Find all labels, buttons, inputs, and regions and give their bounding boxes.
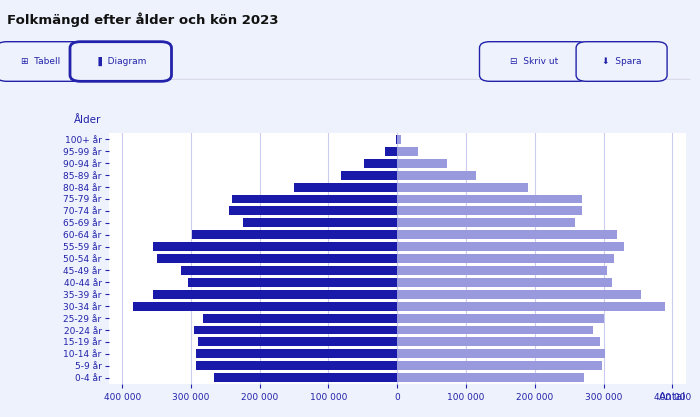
Bar	[397, 349, 605, 358]
Bar	[197, 361, 397, 370]
Bar	[193, 230, 397, 239]
Bar	[397, 373, 584, 382]
Bar	[397, 219, 575, 227]
Bar	[397, 159, 447, 168]
Bar	[397, 266, 607, 275]
Bar	[397, 302, 666, 311]
Text: ⊞  Tabell: ⊞ Tabell	[20, 57, 60, 66]
Bar	[153, 290, 397, 299]
Text: ⊟  Skriv ut: ⊟ Skriv ut	[510, 57, 558, 66]
Bar	[232, 194, 397, 203]
Bar	[396, 135, 397, 144]
Bar	[397, 171, 476, 180]
Bar	[397, 254, 614, 263]
Text: ⬇  Spara: ⬇ Spara	[602, 57, 641, 66]
Bar	[397, 242, 624, 251]
Bar	[397, 230, 617, 239]
Text: Folkmängd efter ålder och kön 2023: Folkmängd efter ålder och kön 2023	[7, 13, 279, 27]
Bar	[397, 337, 600, 347]
Bar	[385, 147, 397, 156]
Bar	[397, 206, 582, 215]
Bar	[397, 194, 582, 203]
Bar	[397, 147, 418, 156]
Bar	[195, 326, 397, 334]
Bar	[153, 242, 397, 251]
Text: Antal: Antal	[659, 392, 686, 402]
Bar	[243, 219, 397, 227]
Bar	[397, 326, 593, 334]
Bar	[214, 373, 397, 382]
Bar	[364, 159, 397, 168]
Bar	[397, 278, 612, 287]
Bar	[198, 337, 397, 347]
Bar	[397, 361, 602, 370]
Bar	[294, 183, 397, 191]
Bar	[397, 135, 400, 144]
Bar	[196, 349, 397, 358]
Bar	[397, 314, 603, 323]
Bar	[229, 206, 397, 215]
Bar	[397, 183, 528, 191]
Text: ▐  Diagram: ▐ Diagram	[95, 57, 146, 66]
Bar	[204, 314, 397, 323]
Bar	[397, 290, 641, 299]
Bar	[181, 266, 397, 275]
Bar	[132, 302, 397, 311]
Bar	[188, 278, 397, 287]
Bar	[341, 171, 397, 180]
Bar	[157, 254, 397, 263]
Text: Ålder: Ålder	[74, 115, 102, 125]
